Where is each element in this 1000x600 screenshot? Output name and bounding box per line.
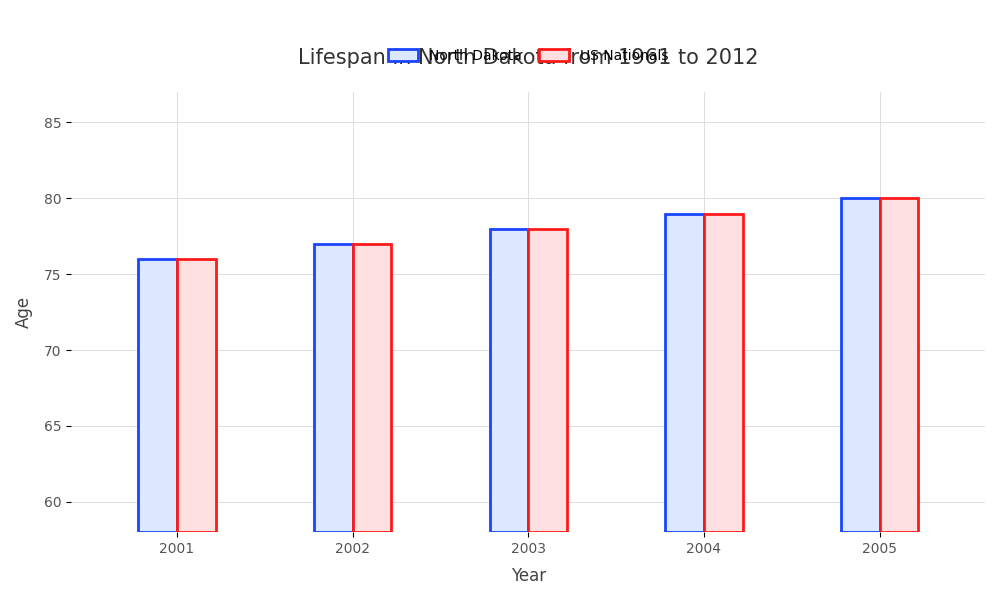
Bar xyxy=(490,229,528,532)
Bar xyxy=(314,244,353,532)
Bar xyxy=(528,229,567,532)
Y-axis label: Age: Age xyxy=(15,296,33,328)
X-axis label: Year: Year xyxy=(511,567,546,585)
Bar xyxy=(138,259,177,532)
Bar xyxy=(704,214,743,532)
Bar xyxy=(177,259,216,532)
Legend: North Dakota, US Nationals: North Dakota, US Nationals xyxy=(381,42,676,70)
Title: Lifespan in North Dakota from 1961 to 2012: Lifespan in North Dakota from 1961 to 20… xyxy=(298,49,758,68)
Bar xyxy=(665,214,704,532)
Bar xyxy=(841,199,880,532)
Bar xyxy=(353,244,391,532)
Bar xyxy=(880,199,918,532)
